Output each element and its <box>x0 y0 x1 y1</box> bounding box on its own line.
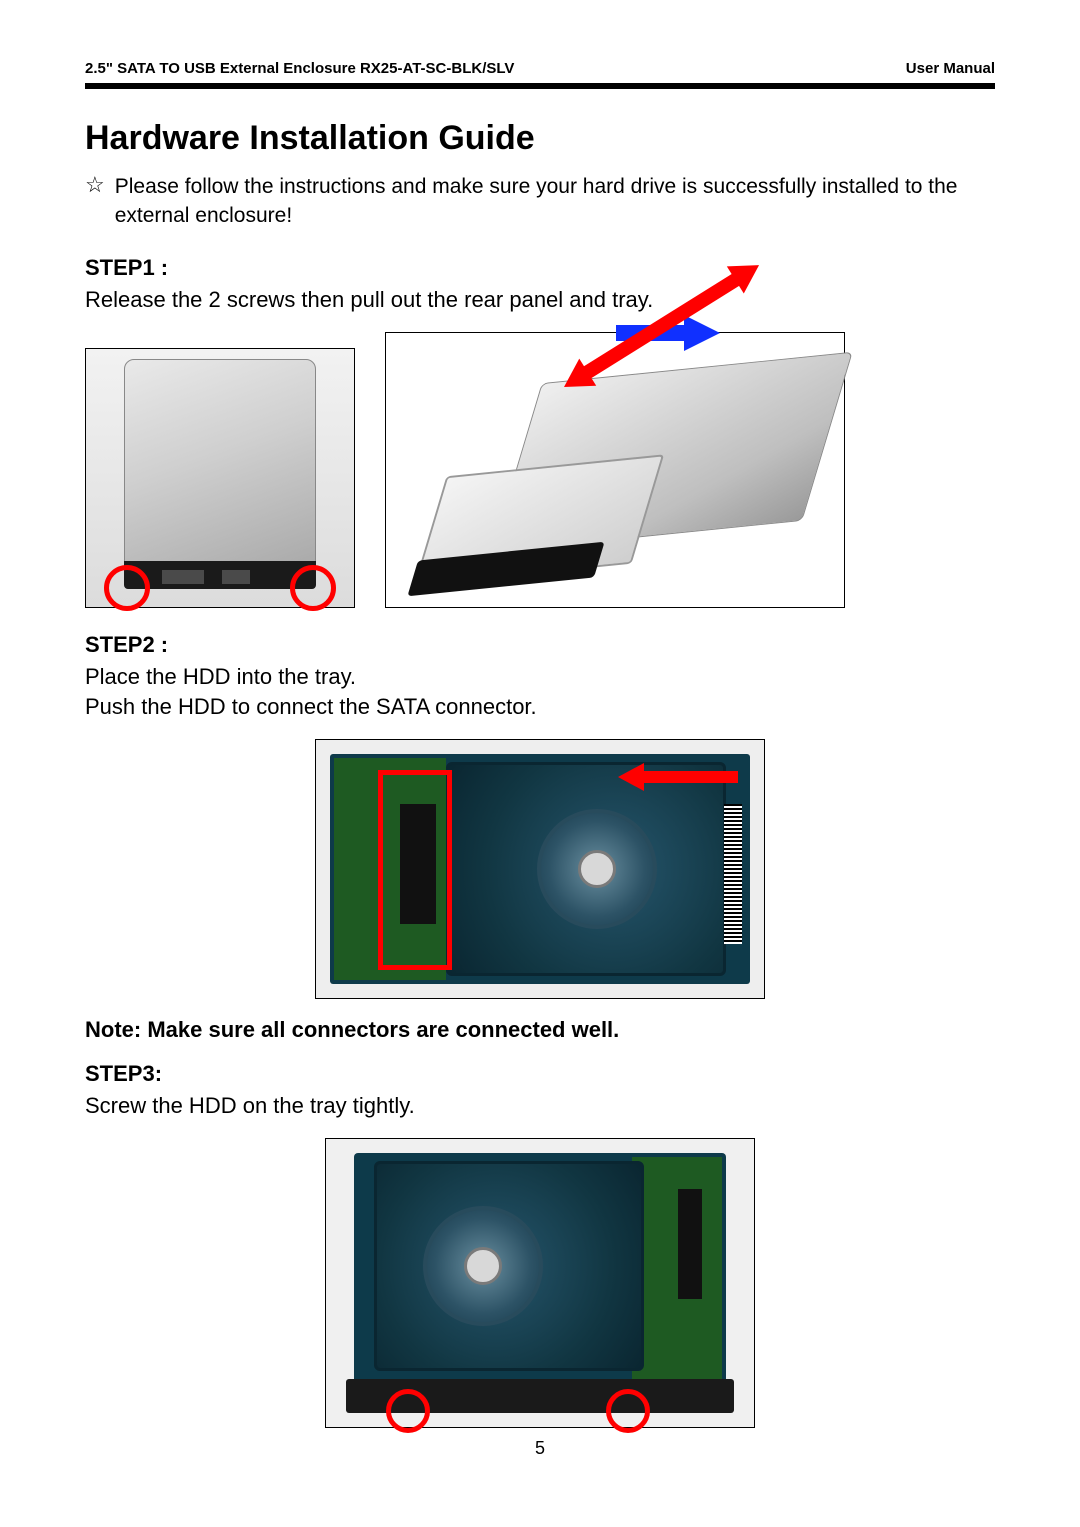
push-arrow-icon <box>618 766 738 786</box>
step2-line1: Place the HDD into the tray. <box>85 664 356 689</box>
step3-text: Screw the HDD on the tray tightly. <box>85 1091 995 1122</box>
screw-highlight-circle <box>386 1389 430 1433</box>
page: 2.5" SATA TO USB External Enclosure RX25… <box>0 0 1080 1499</box>
platter-hub-icon <box>578 850 616 888</box>
platter-hub-icon <box>464 1247 502 1285</box>
step1-text: Release the 2 screws then pull out the r… <box>85 285 995 316</box>
sata-connector <box>678 1189 702 1299</box>
step2-label: STEP2 : <box>85 632 995 658</box>
step2-image-wrap <box>85 739 995 999</box>
step1-images <box>85 332 995 608</box>
enclosure-rear-panel <box>124 561 316 589</box>
enclosure-body <box>124 359 316 573</box>
step1-image-enclosure-front <box>85 348 355 608</box>
screw-highlight-circle <box>104 565 150 611</box>
port-icon <box>222 570 250 584</box>
note: Note: Make sure all connectors are conne… <box>85 1017 995 1043</box>
page-header: 2.5" SATA TO USB External Enclosure RX25… <box>85 60 995 83</box>
intro: ☆ Please follow the instructions and mak… <box>85 172 995 231</box>
screw-highlight-circle <box>606 1389 650 1433</box>
step2-text: Place the HDD into the tray. Push the HD… <box>85 662 995 724</box>
header-product-prefix: 2.5" SATA TO USB External Enclosure <box>85 60 360 77</box>
step3-image-hdd-screws <box>325 1138 755 1428</box>
page-number: 5 <box>85 1438 995 1459</box>
step2-line2: Push the HDD to connect the SATA connect… <box>85 694 537 719</box>
screw-highlight-circle <box>290 565 336 611</box>
step3-image-wrap <box>85 1138 995 1428</box>
intro-text: Please follow the instructions and make … <box>115 172 995 231</box>
page-title: Hardware Installation Guide <box>85 119 995 158</box>
step3-label: STEP3: <box>85 1061 995 1087</box>
header-left: 2.5" SATA TO USB External Enclosure RX25… <box>85 60 514 77</box>
step1-label: STEP1 : <box>85 255 995 281</box>
pcb <box>632 1157 722 1379</box>
hdd <box>374 1161 644 1371</box>
star-icon: ☆ <box>85 172 105 198</box>
header-model: RX25-AT-SC-BLK/SLV <box>360 60 514 77</box>
step1-image-tray-pullout <box>385 332 845 608</box>
step2-image-hdd-tray <box>315 739 765 999</box>
hdd <box>446 762 726 976</box>
port-icon <box>162 570 204 584</box>
header-right: User Manual <box>906 60 995 77</box>
header-divider <box>85 83 995 89</box>
barcode-icon <box>724 804 742 944</box>
connector-highlight-rect <box>378 770 452 970</box>
